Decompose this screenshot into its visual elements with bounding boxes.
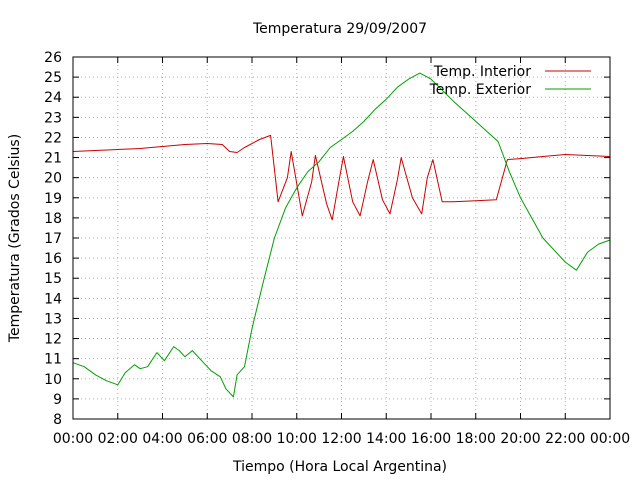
legend-label: Temp. Exterior xyxy=(429,82,532,98)
y-tick-label: 19 xyxy=(44,191,62,207)
series-line xyxy=(72,134,611,221)
y-tick-label: 21 xyxy=(44,151,62,167)
y-tick-label: 23 xyxy=(44,110,62,126)
x-tick-label: 00:00 xyxy=(53,431,93,447)
y-axis-label: Temperatura (Grados Celsius) xyxy=(7,134,23,343)
y-tick-label: 17 xyxy=(44,231,62,247)
y-tick-label: 20 xyxy=(44,171,62,187)
x-tick-label: 14:00 xyxy=(366,431,406,447)
y-tick-label: 9 xyxy=(53,392,62,408)
y-tick-label: 26 xyxy=(44,50,62,66)
y-tick-label: 11 xyxy=(44,352,62,368)
axis-ticks: 8 9 10 11 12 13 14 15 16 17 18 19 20 21 22 23 24 25 26 00:0… xyxy=(44,50,630,447)
x-tick-label: 16:00 xyxy=(411,431,451,447)
y-tick-label: 16 xyxy=(44,251,62,267)
chart-title: Temperatura 29/09/2007 xyxy=(252,21,427,37)
grid-lines xyxy=(73,57,610,419)
plot-border xyxy=(72,56,611,420)
y-tick-label: 12 xyxy=(44,332,62,348)
x-tick-label: 22:00 xyxy=(545,431,585,447)
x-tick-label: 00:00 xyxy=(590,431,630,447)
x-tick-label: 06:00 xyxy=(187,431,227,447)
x-tick-label: 20:00 xyxy=(500,431,540,447)
y-tick-label: 18 xyxy=(44,211,62,227)
y-tick-label: 13 xyxy=(44,311,62,327)
x-tick-label: 12:00 xyxy=(321,431,361,447)
y-tick-label: 25 xyxy=(44,70,62,86)
y-tick-label: 8 xyxy=(53,412,62,428)
y-tick-label: 22 xyxy=(44,130,62,146)
x-tick-label: 04:00 xyxy=(142,431,182,447)
x-tick-label: 18:00 xyxy=(456,431,496,447)
y-tick-label: 24 xyxy=(44,90,62,106)
y-tick-label: 15 xyxy=(44,271,62,287)
x-tick-label: 02:00 xyxy=(98,431,138,447)
legend: Temp. Interior Temp. Exterior xyxy=(429,64,591,98)
x-axis-label: Tiempo (Hora Local Argentina) xyxy=(232,459,447,475)
series-line xyxy=(72,72,611,398)
x-tick-label: 10:00 xyxy=(277,431,317,447)
series-group xyxy=(72,72,611,398)
x-tick-label: 08:00 xyxy=(232,431,272,447)
legend-label: Temp. Interior xyxy=(433,64,532,80)
y-tick-label: 14 xyxy=(44,291,62,307)
y-tick-label: 10 xyxy=(44,372,62,388)
